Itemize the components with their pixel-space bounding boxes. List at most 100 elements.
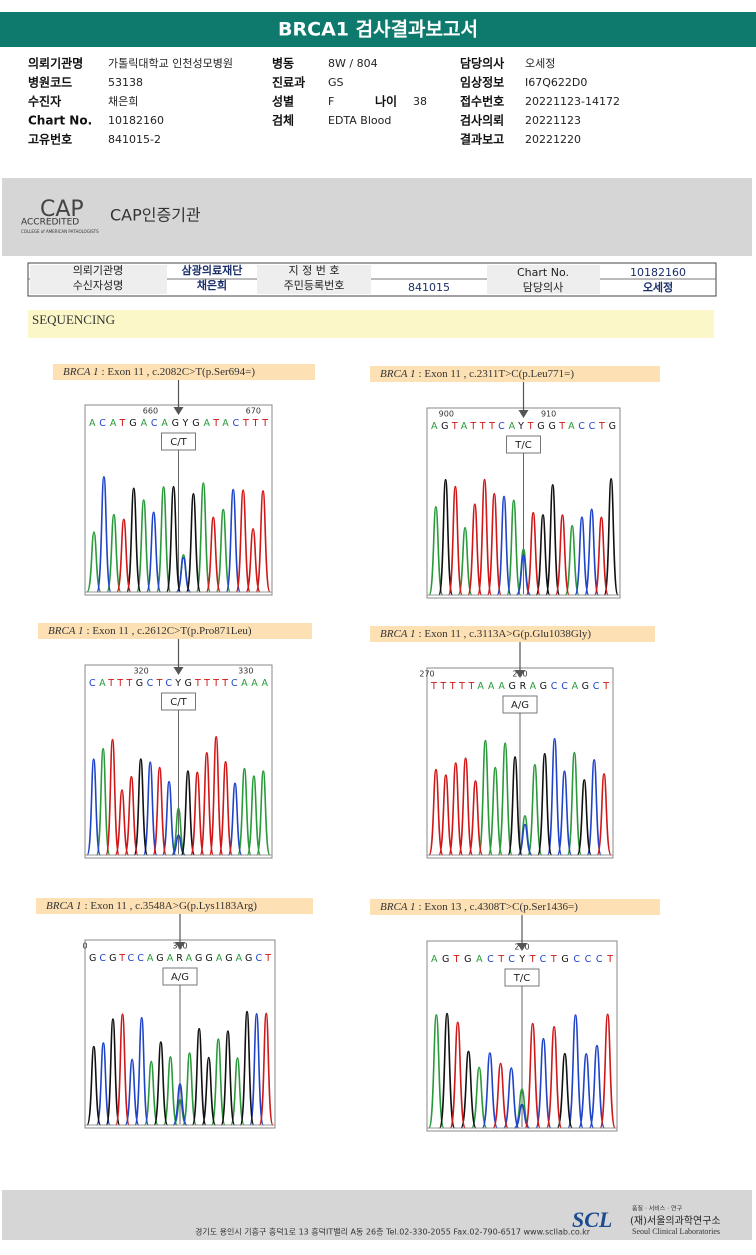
cap-name: CAP인증기관 xyxy=(110,206,201,225)
genotype: T/C xyxy=(514,440,531,451)
variant: : Exon 13 , c.4308T>C(p.Ser1436=) xyxy=(419,901,579,913)
cell: 수신자성명 xyxy=(73,279,124,292)
position-label: 910 xyxy=(541,410,556,419)
trace xyxy=(95,747,271,856)
caption-bar xyxy=(53,364,315,380)
cell: 의뢰기관명 xyxy=(73,264,124,277)
info-label: 접수번호 xyxy=(460,94,504,109)
title-bar xyxy=(0,12,756,47)
gene: BRCA 1 xyxy=(380,628,416,640)
cell: 오세정 xyxy=(643,280,673,294)
info-label: 병원코드 xyxy=(28,75,72,90)
info-label: 담당의사 xyxy=(460,56,504,71)
table-cell xyxy=(30,265,167,294)
trace xyxy=(496,495,600,596)
caption: BRCA 1: Exon 13 , c.4308T>C(p.Ser1436=) xyxy=(380,901,578,913)
footer-name: (재)서울의과학연구소 xyxy=(630,1215,721,1227)
trace xyxy=(447,478,609,596)
table-cell xyxy=(257,265,371,294)
trace xyxy=(428,757,612,856)
trace xyxy=(438,1012,574,1129)
trace xyxy=(116,489,271,593)
info-value: 가톨릭대학교 인천성모병원 xyxy=(108,56,233,70)
position-label: 320 xyxy=(133,667,148,676)
section-bar xyxy=(28,310,714,338)
cap-logo: CAP xyxy=(40,197,84,222)
arrow-head xyxy=(175,942,185,950)
cap-accredited: ACCREDITED xyxy=(21,218,79,228)
position-label: 330 xyxy=(238,667,253,676)
table-cell xyxy=(487,265,600,294)
position-label: 900 xyxy=(439,410,454,419)
info-value: 오세정 xyxy=(525,57,555,70)
caption: BRCA 1: Exon 11 , c.2311T>C(p.Leu771=) xyxy=(380,368,574,380)
trace xyxy=(133,758,196,856)
variant: : Exon 11 , c.2311T>C(p.Leu771=) xyxy=(419,368,575,380)
info-label: 수진자 xyxy=(28,94,61,109)
info-value: GS xyxy=(328,76,344,89)
info-value: 53138 xyxy=(108,76,143,89)
arrow-head xyxy=(173,667,184,675)
caption-bar xyxy=(370,366,660,382)
info-label: 나이 xyxy=(375,94,397,109)
arrow-head xyxy=(518,410,529,418)
trace xyxy=(126,485,202,593)
info-value: 채은희 xyxy=(108,95,138,108)
trace xyxy=(477,739,583,856)
position-label: 0 xyxy=(82,942,87,951)
variant: : Exon 11 , c.3113A>G(p.Glu1038Gly) xyxy=(419,628,592,640)
cap-college: COLLEGE of AMERICAN PATHOLOGISTS xyxy=(21,229,99,234)
trace xyxy=(449,1013,616,1129)
cell: 삼광의료재단 xyxy=(182,263,243,277)
footer-address: 경기도 용인시 기흥구 흥덕1로 13 흥덕IT밸리 A동 26층 Tel.02… xyxy=(195,1227,591,1237)
gene: BRCA 1 xyxy=(46,900,82,912)
trace xyxy=(115,1012,274,1126)
info-label: 병동 xyxy=(272,56,294,71)
trace xyxy=(105,735,233,856)
info-label: 임상정보 xyxy=(460,75,504,90)
footer-logo: SCL xyxy=(572,1207,612,1232)
trace xyxy=(96,475,241,593)
variant: : Exon 11 , c.2612C>T(p.Pro871Leu) xyxy=(87,625,252,637)
genotype: A/G xyxy=(171,972,189,983)
trace xyxy=(428,499,580,596)
genotype: A/G xyxy=(511,700,529,711)
footer-band xyxy=(2,1190,752,1240)
position-label: 270 xyxy=(419,670,434,679)
cell: 841015 xyxy=(408,281,450,294)
cap-band xyxy=(2,178,752,256)
genotype: T/C xyxy=(513,973,530,984)
arrow-head xyxy=(173,407,184,415)
info-value: 38 xyxy=(413,95,427,108)
trace xyxy=(86,1010,255,1126)
caption-bar xyxy=(36,898,313,914)
trace xyxy=(86,482,231,593)
info-table: 의뢰기관명 삼광의료재단 지 정 번 호 Chart No. 10182160 … xyxy=(27,262,717,297)
trace xyxy=(86,758,243,856)
info-value: 10182160 xyxy=(108,114,164,127)
variant: : Exon 11 , c.2082C>T(p.Ser694=) xyxy=(102,366,256,378)
info-value: 20221220 xyxy=(525,133,581,146)
trace xyxy=(481,1014,606,1129)
info-label: 검사의뢰 xyxy=(460,113,504,128)
trace xyxy=(95,1013,265,1126)
info-label: 고유번호 xyxy=(28,132,72,147)
info-value: I67Q622D0 xyxy=(525,76,587,89)
caption: BRCA 1: Exon 11 , c.2082C>T(p.Ser694=) xyxy=(63,366,255,378)
info-label: 성별 xyxy=(272,94,294,109)
gene: BRCA 1 xyxy=(63,366,99,378)
genotype: C/T xyxy=(170,697,187,708)
footer-name-en: Seoul Clinical Laboratories xyxy=(632,1227,720,1236)
info-label: 결과보고 xyxy=(460,132,504,147)
arrow-head xyxy=(515,670,525,678)
info-value: F xyxy=(328,95,334,108)
info-label: 진료과 xyxy=(272,75,305,90)
title: BRCA1 검사결과보고서 xyxy=(278,19,478,41)
caption: BRCA 1: Exon 11 , c.2612C>T(p.Pro871Leu) xyxy=(48,625,252,637)
info-label: Chart No. xyxy=(28,114,92,128)
trace xyxy=(517,737,602,856)
